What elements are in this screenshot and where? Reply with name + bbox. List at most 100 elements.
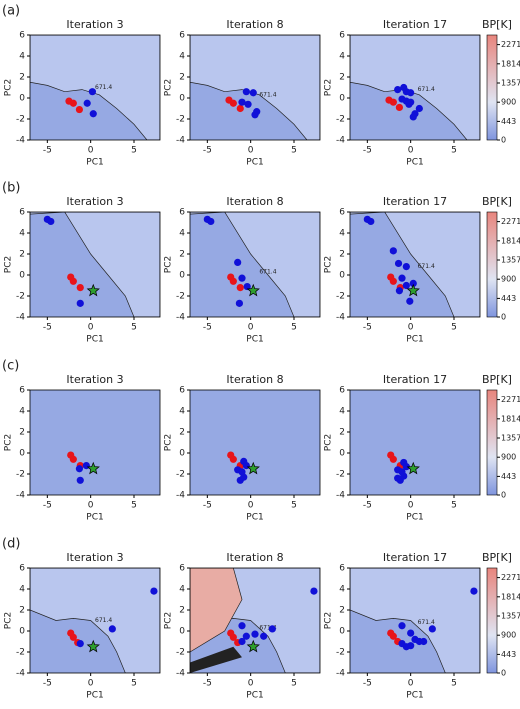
colorbar-tick-label: 1357 (501, 612, 520, 621)
y-tick-label: 4 (179, 229, 185, 239)
colorbar-tick-label: 0 (501, 313, 506, 322)
colorbar-tick-label: 0 (501, 491, 506, 500)
y-tick-label: 4 (179, 585, 185, 595)
colorbar-tick-label: 1814 (501, 59, 520, 68)
y-tick-label: -2 (16, 470, 25, 480)
y-tick-label: 2 (179, 606, 185, 616)
point (236, 300, 243, 307)
contour-label: 671.4 (259, 268, 276, 275)
point (390, 278, 397, 285)
point (237, 284, 244, 291)
point (398, 275, 405, 282)
point (250, 89, 257, 96)
y-tick-label: 0 (19, 271, 25, 281)
x-tick-label: -5 (363, 501, 372, 511)
point (47, 218, 54, 225)
y-tick-label: 6 (339, 208, 345, 218)
title: Iteration 17 (383, 373, 447, 386)
y-tick-label: -2 (16, 292, 25, 302)
colorbar-tick-label: 1814 (501, 236, 520, 245)
title: Iteration 3 (66, 18, 123, 31)
y-tick-label: -2 (16, 648, 25, 658)
x-axis-label: PC1 (246, 335, 263, 345)
colorbar-label: BP[K] (482, 18, 512, 31)
y-tick-label: 2 (179, 73, 185, 83)
y-tick-label: -2 (16, 115, 25, 125)
y-tick-label: -4 (16, 491, 25, 501)
colorbar-tick-label: 1357 (501, 256, 520, 265)
x-tick-label: 5 (451, 146, 457, 156)
plot-area: 671.4 (30, 35, 160, 140)
plot-area: 671.4 (190, 212, 320, 317)
background (190, 390, 320, 495)
point (407, 642, 414, 649)
point (244, 101, 251, 108)
x-tick-label: -5 (363, 146, 372, 156)
x-tick-label: 5 (451, 679, 457, 689)
y-tick-label: -2 (336, 115, 345, 125)
point (237, 105, 244, 112)
x-tick-label: 5 (291, 323, 297, 333)
plot-area: 671.4 (30, 568, 160, 673)
y-tick-label: 4 (339, 585, 345, 595)
y-tick-label: -4 (336, 669, 345, 679)
y-tick-label: 4 (179, 52, 185, 62)
contour-label: 671.4 (95, 617, 112, 624)
x-tick-label: 5 (291, 501, 297, 511)
y-tick-label: 0 (339, 449, 345, 459)
y-tick-label: 0 (339, 627, 345, 637)
colorbar-tick-label: 2271 (501, 217, 520, 226)
point (76, 465, 83, 472)
y-tick-label: 0 (19, 94, 25, 104)
x-axis-label: PC1 (406, 691, 423, 701)
point (90, 110, 97, 117)
x-tick-label: 5 (451, 501, 457, 511)
colorbar (487, 390, 497, 495)
plot-area: 671.4 (350, 212, 480, 317)
point (84, 100, 91, 107)
y-axis-label: PC2 (164, 256, 174, 273)
title: Iteration 3 (66, 551, 123, 564)
colorbar-tick-label: 2271 (501, 573, 520, 582)
title: Iteration 17 (383, 195, 447, 208)
y-axis-label: PC2 (164, 79, 174, 96)
y-tick-label: -4 (336, 491, 345, 501)
title: Iteration 8 (226, 18, 283, 31)
x-tick-label: 5 (451, 323, 457, 333)
x-tick-label: -5 (363, 323, 372, 333)
x-tick-label: 0 (248, 501, 254, 511)
y-tick-label: 0 (179, 449, 185, 459)
point (251, 631, 258, 638)
point (109, 625, 116, 632)
y-tick-label: 6 (179, 31, 185, 41)
y-axis-label: PC2 (324, 256, 334, 273)
y-tick-label: -4 (336, 313, 345, 323)
x-tick-label: -5 (43, 323, 52, 333)
colorbar-tick-label: 900 (501, 275, 516, 284)
x-axis-label: PC1 (86, 513, 103, 523)
y-tick-label: 2 (339, 73, 345, 83)
contour-label: 671.4 (418, 263, 435, 270)
y-tick-label: 4 (179, 407, 185, 417)
y-tick-label: -4 (176, 491, 185, 501)
x-axis-label: PC1 (406, 158, 423, 168)
x-tick-label: -5 (43, 146, 52, 156)
y-tick-label: -2 (176, 470, 185, 480)
colorbar-tick-label: 443 (501, 294, 516, 303)
title: Iteration 8 (226, 551, 283, 564)
y-tick-label: 6 (339, 386, 345, 396)
x-tick-label: -5 (203, 501, 212, 511)
point (395, 260, 402, 267)
y-tick-label: -2 (176, 648, 185, 658)
point (70, 278, 77, 285)
point (390, 247, 397, 254)
contour-label: 671.4 (418, 86, 435, 93)
x-tick-label: 0 (408, 323, 414, 333)
y-tick-label: 4 (339, 407, 345, 417)
panel-label: (c) (2, 359, 19, 374)
x-tick-label: -5 (203, 146, 212, 156)
